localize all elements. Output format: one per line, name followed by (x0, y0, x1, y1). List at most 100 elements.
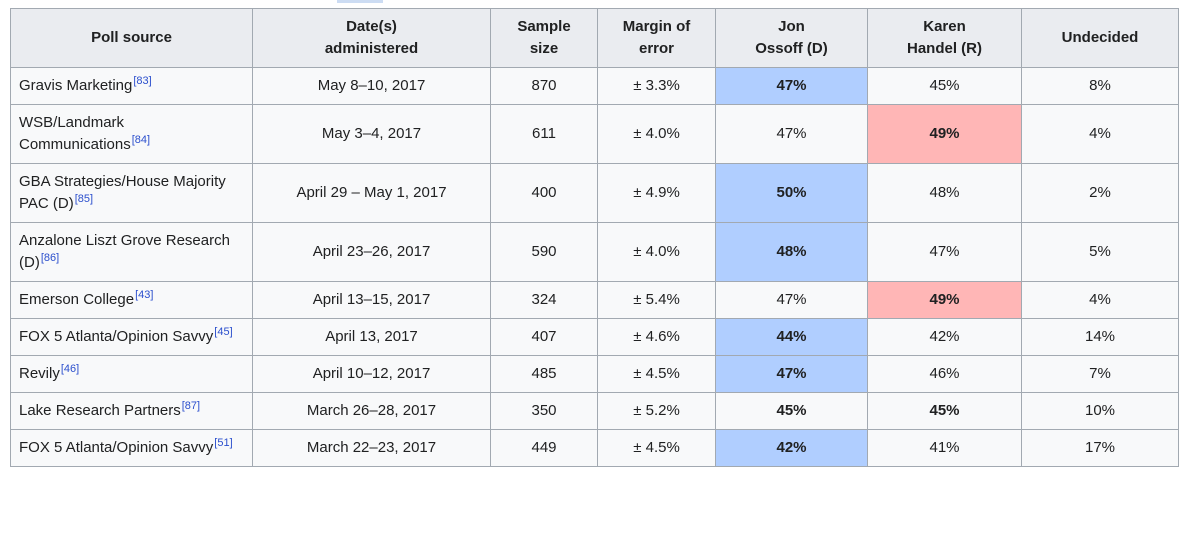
col-header-poll-source: Poll source (10, 8, 253, 68)
table-row: WSB/Landmark Communications[84] May 3–4,… (10, 104, 1179, 164)
poll-source-name: WSB/Landmark Communications (19, 114, 131, 153)
table-row: FOX 5 Atlanta/Opinion Savvy[51] March 22… (10, 429, 1179, 467)
cell-poll-source: Emerson College[43] (10, 281, 253, 319)
cell-ossoff-percentage: 48% (715, 222, 868, 282)
polling-results-table: Poll source Date(s) administered Sample … (10, 8, 1179, 467)
cell-ossoff-percentage: 47% (715, 281, 868, 319)
cell-poll-source: FOX 5 Atlanta/Opinion Savvy[45] (10, 318, 253, 356)
reference-link[interactable]: [87] (181, 400, 201, 412)
cell-sample-size: 449 (490, 429, 598, 467)
col-header-label: Undecided (1061, 29, 1139, 46)
cell-dates-administered: April 10–12, 2017 (252, 355, 491, 393)
reference-link[interactable]: [43] (135, 289, 154, 301)
cell-sample-size: 870 (490, 67, 598, 105)
poll-source-name: GBA Strategies/House Majority PAC (D) (19, 173, 226, 212)
cell-dates-administered: May 8–10, 2017 (252, 67, 491, 105)
cell-poll-source: WSB/Landmark Communications[84] (10, 104, 253, 164)
col-header-label: size (529, 40, 559, 57)
col-header-label: Jon (778, 18, 805, 35)
reference-link[interactable]: [84] (131, 134, 151, 146)
cell-sample-size: 407 (490, 318, 598, 356)
cell-undecided-percentage: 17% (1021, 429, 1179, 467)
table-row: Lake Research Partners[87] March 26–28, … (10, 392, 1179, 430)
col-header-label: Ossoff (D) (755, 40, 828, 57)
poll-source-name: Emerson College (19, 291, 135, 308)
cell-poll-source: GBA Strategies/House Majority PAC (D)[85… (10, 163, 253, 223)
cell-poll-source: FOX 5 Atlanta/Opinion Savvy[51] (10, 429, 253, 467)
col-header-jon-ossoff: Jon Ossoff (D) (715, 8, 868, 68)
cell-poll-source: Lake Research Partners[87] (10, 392, 253, 430)
reference-link[interactable]: [83] (133, 75, 152, 87)
reference-link[interactable]: [85] (74, 193, 94, 205)
cell-margin-of-error: ± 4.0% (597, 222, 716, 282)
cell-handel-percentage: 41% (867, 429, 1022, 467)
table-row: GBA Strategies/House Majority PAC (D)[85… (10, 163, 1179, 223)
table-row: Anzalone Liszt Grove Research (D)[86] Ap… (10, 222, 1179, 282)
cell-handel-percentage: 45% (867, 392, 1022, 430)
cell-dates-administered: April 29 – May 1, 2017 (252, 163, 491, 223)
col-header-dates-administered: Date(s) administered (252, 8, 491, 68)
cell-handel-percentage: 46% (867, 355, 1022, 393)
table-row: Revily[46] April 10–12, 2017 485 ± 4.5% … (10, 355, 1179, 393)
cell-handel-percentage: 45% (867, 67, 1022, 105)
col-header-karen-handel: Karen Handel (R) (867, 8, 1022, 68)
cell-margin-of-error: ± 4.5% (597, 429, 716, 467)
poll-source-name: FOX 5 Atlanta/Opinion Savvy (19, 328, 214, 345)
cell-margin-of-error: ± 4.0% (597, 104, 716, 164)
cell-handel-percentage: 47% (867, 222, 1022, 282)
table-row: Gravis Marketing[83] May 8–10, 2017 870 … (10, 67, 1179, 105)
col-header-label: Margin of (622, 18, 691, 35)
poll-source-name: Gravis Marketing (19, 77, 133, 94)
cell-ossoff-percentage: 44% (715, 318, 868, 356)
cell-sample-size: 485 (490, 355, 598, 393)
cell-margin-of-error: ± 3.3% (597, 67, 716, 105)
cell-undecided-percentage: 5% (1021, 222, 1179, 282)
cell-ossoff-percentage: 47% (715, 67, 868, 105)
cropped-element-above-table (337, 0, 383, 3)
reference-link[interactable]: [51] (214, 437, 233, 449)
header-row: Poll source Date(s) administered Sample … (10, 8, 1179, 68)
cell-dates-administered: April 13, 2017 (252, 318, 491, 356)
cell-sample-size: 590 (490, 222, 598, 282)
col-header-margin-of-error: Margin of error (597, 8, 716, 68)
cell-handel-percentage: 49% (867, 281, 1022, 319)
col-header-label: Poll source (91, 29, 172, 46)
col-header-label: Karen (923, 18, 966, 35)
cell-margin-of-error: ± 4.9% (597, 163, 716, 223)
reference-link[interactable]: [45] (214, 326, 233, 338)
cell-sample-size: 611 (490, 104, 598, 164)
cell-margin-of-error: ± 5.4% (597, 281, 716, 319)
cell-undecided-percentage: 14% (1021, 318, 1179, 356)
cell-sample-size: 350 (490, 392, 598, 430)
cell-ossoff-percentage: 45% (715, 392, 868, 430)
cell-undecided-percentage: 4% (1021, 281, 1179, 319)
cell-margin-of-error: ± 5.2% (597, 392, 716, 430)
table-row: FOX 5 Atlanta/Opinion Savvy[45] April 13… (10, 318, 1179, 356)
col-header-undecided: Undecided (1021, 8, 1179, 68)
cell-margin-of-error: ± 4.5% (597, 355, 716, 393)
reference-link[interactable]: [86] (40, 252, 60, 264)
cell-ossoff-percentage: 42% (715, 429, 868, 467)
cell-dates-administered: April 23–26, 2017 (252, 222, 491, 282)
col-header-label: administered (324, 40, 419, 57)
cell-sample-size: 324 (490, 281, 598, 319)
cell-dates-administered: March 26–28, 2017 (252, 392, 491, 430)
cell-dates-administered: May 3–4, 2017 (252, 104, 491, 164)
poll-source-name: Anzalone Liszt Grove Research (D) (19, 232, 230, 271)
cell-handel-percentage: 42% (867, 318, 1022, 356)
poll-source-name: Lake Research Partners (19, 402, 181, 419)
cell-ossoff-percentage: 50% (715, 163, 868, 223)
cell-handel-percentage: 48% (867, 163, 1022, 223)
poll-source-name: FOX 5 Atlanta/Opinion Savvy (19, 439, 214, 456)
poll-source-name: Revily (19, 365, 60, 382)
col-header-sample-size: Sample size (490, 8, 598, 68)
cell-poll-source: Gravis Marketing[83] (10, 67, 253, 105)
reference-link[interactable]: [46] (60, 363, 80, 375)
cell-undecided-percentage: 10% (1021, 392, 1179, 430)
col-header-label: Handel (R) (907, 40, 982, 57)
cell-undecided-percentage: 4% (1021, 104, 1179, 164)
polling-table-container: Poll source Date(s) administered Sample … (10, 8, 1179, 467)
cell-ossoff-percentage: 47% (715, 104, 868, 164)
cell-margin-of-error: ± 4.6% (597, 318, 716, 356)
cell-poll-source: Revily[46] (10, 355, 253, 393)
